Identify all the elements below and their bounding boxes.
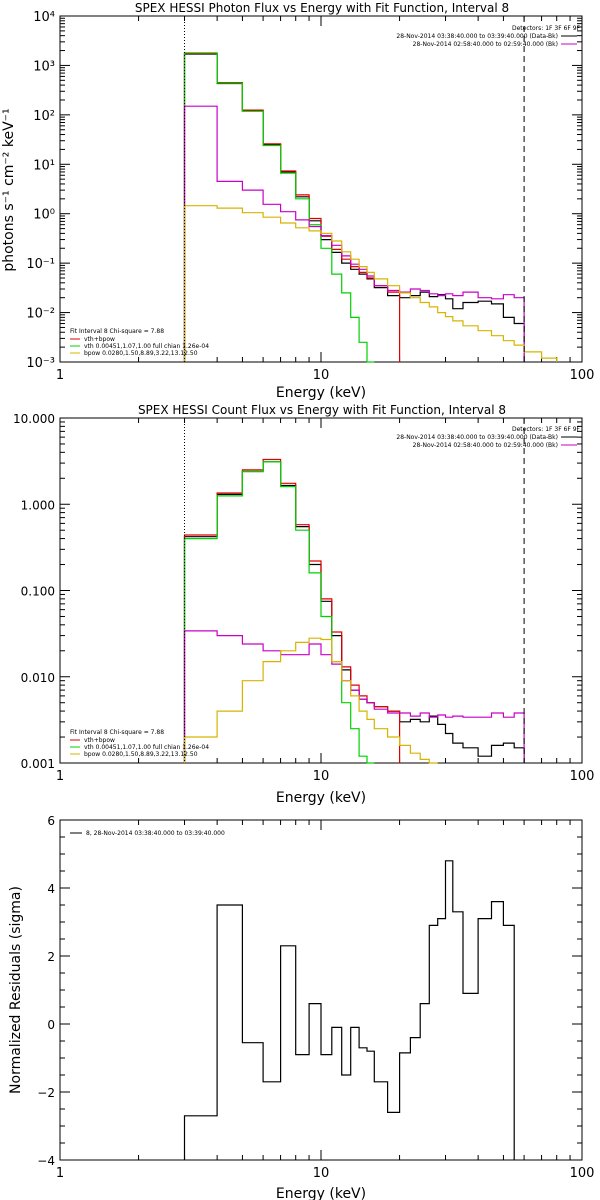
y-tick-label: 0.010 <box>21 671 55 685</box>
vth-series-line <box>183 461 375 764</box>
residuals-panel: 1 10 100 −4 −2 0 2 4 6 Energy (keV) Normalized R… <box>8 814 594 1200</box>
y-tick-label: 10² <box>33 109 55 124</box>
photon-flux-panel: SPEX HESSI Photon Flux vs Energy with Fi… <box>1 1 594 401</box>
count-flux-x-axis-label: Energy (keV) <box>276 790 366 806</box>
x-tick-label: 1 <box>56 769 64 784</box>
legend-entry-residuals: 8, 28-Nov-2014 03:38:40.000 to 03:39:40.… <box>86 830 225 837</box>
total-series-line <box>183 53 525 362</box>
x-tick-label: 10 <box>313 769 330 784</box>
y-tick-label: 1.000 <box>21 498 55 512</box>
total-series-line <box>183 461 525 763</box>
x-tick-label: 1 <box>56 368 64 383</box>
x-tick-label: 10 <box>313 368 330 383</box>
x-tick-label: 10 <box>313 1166 330 1181</box>
y-tick-label: −2 <box>37 1086 55 1100</box>
y-tick-label: 10⁰ <box>33 208 55 223</box>
residuals-y-axis-label: Normalized Residuals (sigma) <box>8 886 24 1094</box>
y-tick-label: 2 <box>47 950 55 964</box>
y-tick-label: 10⁻² <box>26 307 55 322</box>
x-tick-label: 100 <box>570 1166 595 1181</box>
legend-entry-bpow: bpow 0.0280,1.50,8.89,3.22,13.12.50 <box>84 350 198 357</box>
legend-entry-fit-total: vth+bpow <box>84 336 115 343</box>
count-flux-legend-top: Detectors: 1F 3F 6F 9F 28-Nov-2014 03:38… <box>396 426 580 449</box>
y-tick-label: 10.000 <box>13 412 55 426</box>
residuals-x-axis-label: Energy (keV) <box>276 1186 366 1200</box>
vth-series-line <box>183 52 375 363</box>
legend-fit-header: Fit Interval 8 Chi-square = 7.88 <box>70 729 164 736</box>
residuals-plot-frame <box>59 819 583 1161</box>
legend-entry-bpow: bpow 0.0280,1.50,8.89,3.22,13.12.50 <box>84 751 198 758</box>
photon-flux-title: SPEX HESSI Photon Flux vs Energy with Fi… <box>135 1 509 15</box>
y-tick-label: 10⁴ <box>33 10 55 25</box>
photon-flux-x-axis-label: Energy (keV) <box>276 385 366 401</box>
y-tick-label: 10³ <box>33 59 55 74</box>
background-series-line <box>183 105 525 362</box>
y-tick-label: 10⁻¹ <box>26 257 55 272</box>
legend-entry-data: 28-Nov-2014 03:38:40.000 to 03:39:40.000… <box>396 33 558 40</box>
y-tick-label: 10¹ <box>33 158 55 173</box>
count-flux-title: SPEX HESSI Count Flux vs Energy with Fit… <box>138 403 506 417</box>
legend-entry-vth: vth 0.00451,1.07,1.00 full chian 1.26e-0… <box>84 343 209 350</box>
x-tick-label: 1 <box>56 1166 64 1181</box>
y-tick-label: 6 <box>47 814 55 828</box>
legend-entry-data: 28-Nov-2014 03:38:40.000 to 03:39:40.000… <box>396 434 558 441</box>
y-tick-label: 0.100 <box>21 585 55 599</box>
photon-flux-legend-top: Detectors: 1F 3F 6F 9F 28-Nov-2014 03:38… <box>396 25 580 48</box>
legend-fit-header: Fit Interval 8 Chi-square = 7.88 <box>70 328 164 335</box>
residuals-legend: 8, 28-Nov-2014 03:38:40.000 to 03:39:40.… <box>70 830 225 837</box>
bpow-series-line <box>183 637 438 764</box>
count-flux-panel: SPEX HESSI Count Flux vs Energy with Fit… <box>13 403 594 806</box>
photon-flux-legend-bottom: Fit Interval 8 Chi-square = 7.88 vth+bpo… <box>70 328 209 357</box>
legend-detectors: Detectors: 1F 3F 6F 9F <box>512 426 581 433</box>
background-series-line <box>183 630 525 763</box>
legend-entry-background: 28-Nov-2014 02:58:40.000 to 02:59:40.000… <box>413 41 558 48</box>
y-tick-label: 0 <box>47 1018 55 1032</box>
y-tick-label: 10⁻³ <box>26 356 55 371</box>
x-tick-label: 100 <box>570 769 595 784</box>
fit_total-series-line <box>183 52 401 362</box>
y-tick-label: −4 <box>37 1154 55 1168</box>
y-tick-label: 0.001 <box>21 757 55 771</box>
photon-flux-y-axis-label: photons s⁻¹ cm⁻² keV⁻¹ <box>1 108 17 271</box>
y-tick-label: 4 <box>47 882 55 896</box>
count-flux-legend-bottom: Fit Interval 8 Chi-square = 7.88 vth+bpo… <box>70 729 209 758</box>
x-tick-label: 100 <box>570 368 595 383</box>
legend-entry-background: 28-Nov-2014 02:58:40.000 to 02:59:40.000… <box>413 442 558 449</box>
residuals-series-line <box>183 860 515 1160</box>
legend-entry-fit-total: vth+bpow <box>84 737 115 744</box>
legend-detectors: Detectors: 1F 3F 6F 9F <box>512 25 581 32</box>
legend-entry-vth: vth 0.00451,1.07,1.00 full chian 1.26e-0… <box>84 744 209 751</box>
bpow-series-line <box>183 205 558 362</box>
